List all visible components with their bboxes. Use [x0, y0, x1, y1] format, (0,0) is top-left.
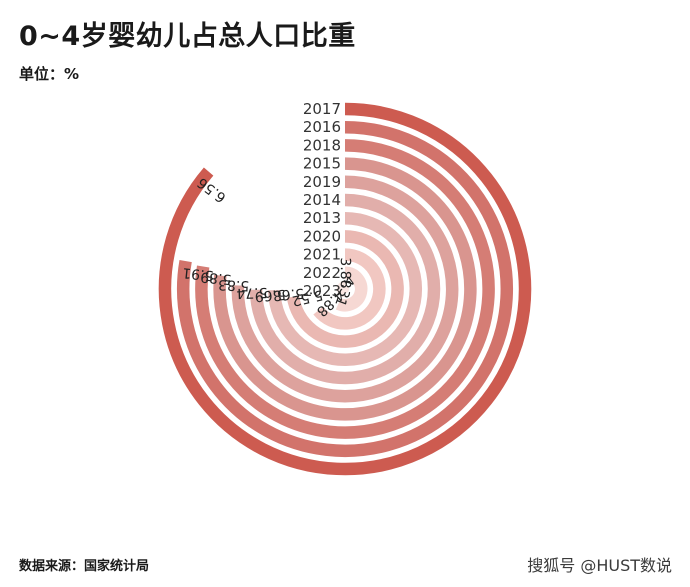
year-label-2020: 2020 [303, 227, 341, 245]
data-source: 数据来源：国家统计局 [19, 559, 150, 574]
unit-label: 单位：% [19, 65, 80, 83]
year-label-2018: 2018 [303, 136, 341, 154]
year-label-2017: 2017 [303, 100, 341, 118]
year-label-2016: 2016 [303, 118, 341, 136]
year-label-2014: 2014 [303, 191, 341, 209]
bar-2016 [176, 120, 514, 458]
value-label-2020: 5.52 [290, 286, 324, 308]
year-label-2013: 2013 [303, 209, 341, 227]
bar-2013 [267, 211, 423, 367]
year-label-2021: 2021 [303, 246, 341, 264]
bar-2017 [158, 102, 532, 476]
year-label-2015: 2015 [303, 155, 341, 173]
year-label-2019: 2019 [303, 173, 341, 191]
watermark: 搜狐号 @HUST数说 [527, 556, 672, 575]
value-label-2023: 3.88 [337, 257, 353, 288]
bar-2023 [336, 280, 350, 298]
bar-2021 [313, 248, 386, 330]
value-label-2019: 5.74 [236, 284, 268, 301]
value-label-2013: 5.68 [272, 285, 304, 304]
bar-2015 [213, 157, 477, 421]
bar-2019 [231, 175, 459, 403]
bar-2020 [286, 230, 404, 348]
bar-2022 [335, 266, 368, 312]
bar-group [158, 102, 532, 476]
value-label-2015: 5.83 [218, 276, 250, 293]
bar-2014 [249, 193, 441, 385]
value-label-2016: 5.91 [182, 264, 215, 283]
value-label-2014: 5.69 [254, 286, 286, 304]
value-label-2018: 5.89 [200, 268, 232, 287]
bar-2018 [195, 139, 495, 439]
year-label-2023: 2023 [303, 282, 341, 300]
year-label-2022: 2022 [303, 264, 341, 282]
year-label-group: 2017201620182015201920142013202020212022… [303, 100, 341, 300]
page-title: 0~4岁婴幼儿占总人口比重 [19, 21, 356, 52]
